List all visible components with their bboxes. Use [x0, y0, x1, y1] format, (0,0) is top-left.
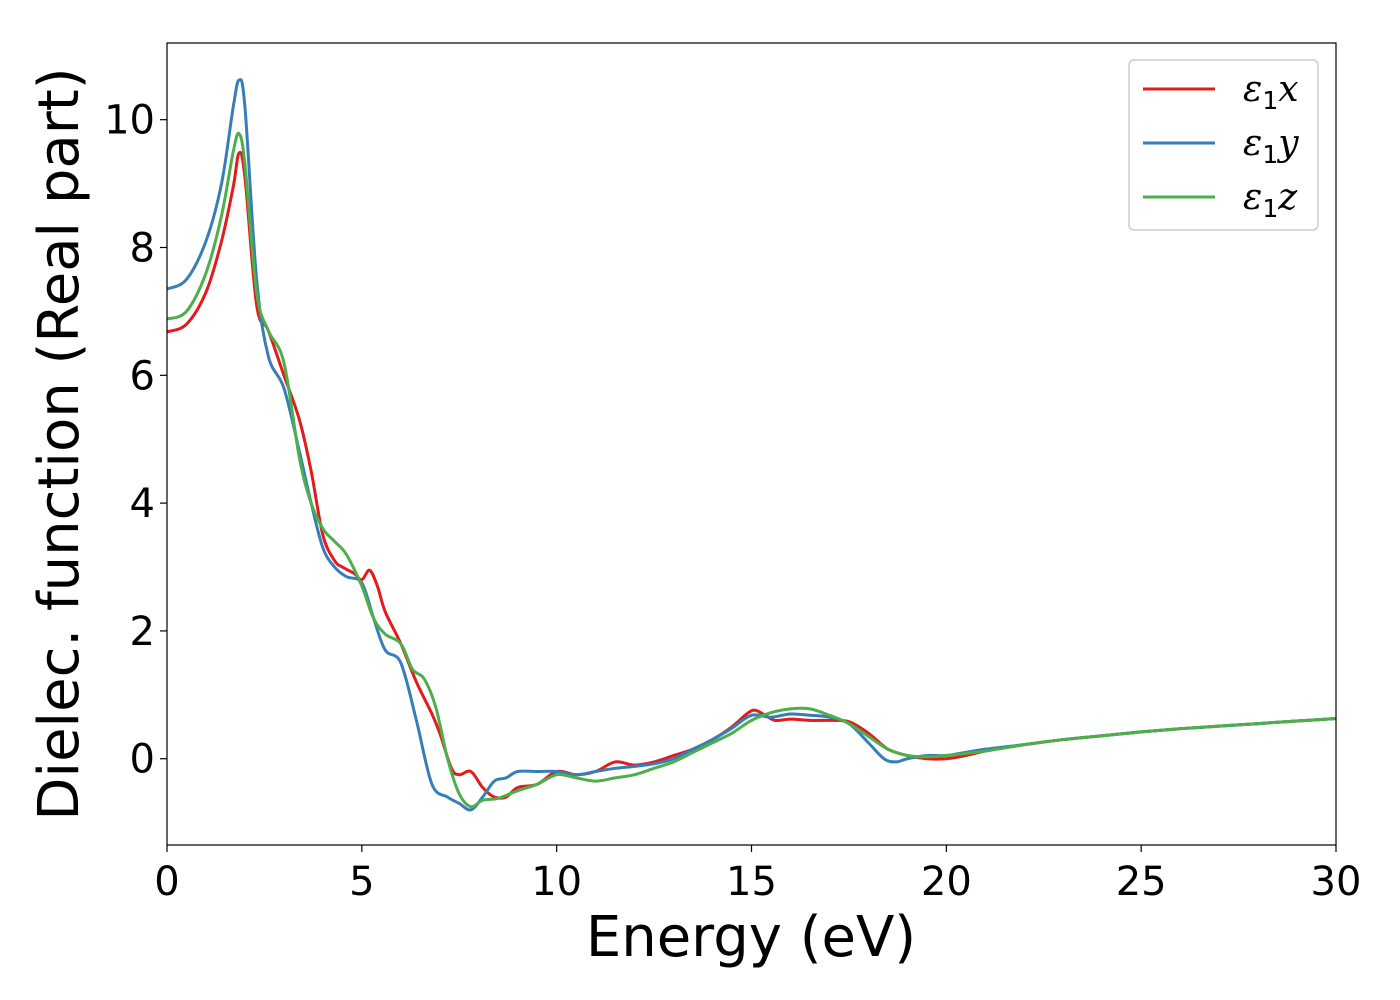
x-tick-label: 5 [349, 859, 374, 905]
legend-symbol: ε [1243, 69, 1262, 110]
y-tick-label: 0 [130, 737, 155, 783]
y-tick-label: 4 [130, 481, 155, 527]
y-axis-title: Dielec. function (Real part) [27, 67, 92, 820]
x-tick-label: 30 [1311, 859, 1362, 905]
x-tick-label: 0 [154, 859, 179, 905]
y-tick-label: 2 [130, 609, 155, 655]
x-tick-label: 10 [531, 859, 582, 905]
legend-label-y: ε1y [1243, 123, 1299, 169]
x-tick-label: 15 [726, 859, 777, 905]
legend-box [1128, 59, 1319, 231]
legend-suffix: y [1276, 123, 1299, 164]
legend-label-z: ε1z [1243, 177, 1298, 223]
series-layer [167, 78, 1336, 812]
legend-symbol: ε [1243, 177, 1262, 218]
x-tick-label: 25 [1116, 859, 1167, 905]
x-axis-title: Energy (eV) [586, 905, 916, 970]
series-line-z [167, 131, 1336, 809]
legend-label-x: ε1x [1243, 69, 1299, 115]
legend-subscript: 1 [1262, 194, 1278, 223]
legend-suffix: z [1277, 177, 1298, 218]
axes-layer: 0 5 10 15 20 25 30 0 2 4 6 8 10 [104, 42, 1362, 905]
legend-symbol: ε [1243, 123, 1262, 164]
legend-subscript: 1 [1262, 86, 1278, 115]
legend-suffix: x [1278, 69, 1298, 110]
y-tick-label: 8 [130, 225, 155, 271]
legend-subscript: 1 [1262, 140, 1278, 169]
y-tick-label: 6 [130, 353, 155, 399]
x-tick-label: 20 [921, 859, 972, 905]
y-tick-label: 10 [104, 98, 155, 144]
series-line-x [167, 150, 1336, 800]
